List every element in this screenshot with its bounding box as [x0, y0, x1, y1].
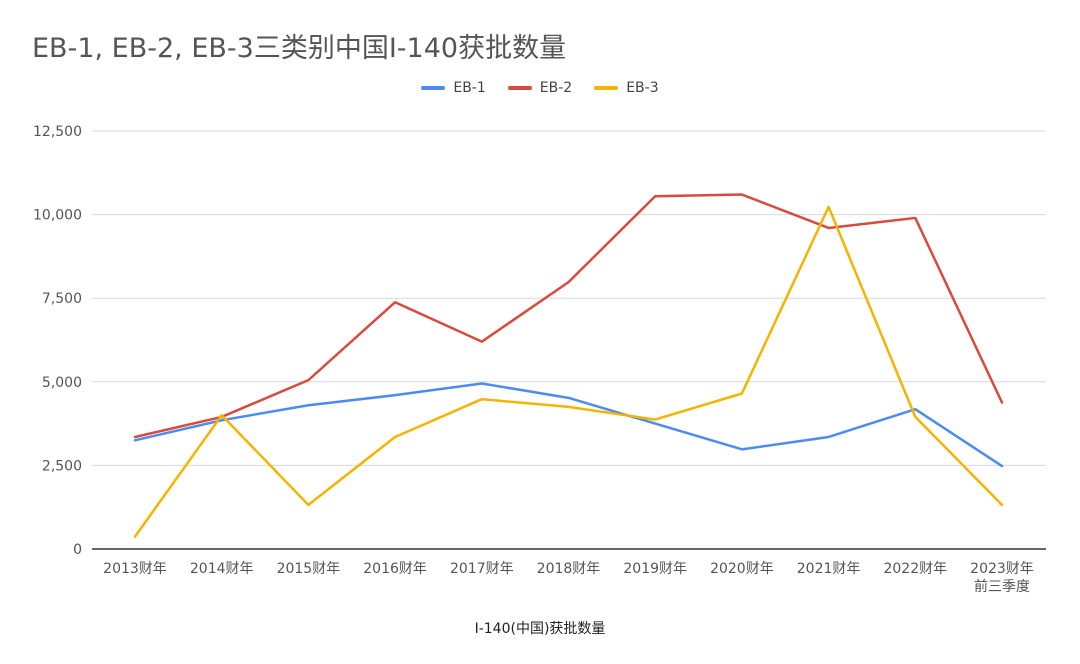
series-line-eb-3 [133, 205, 1004, 538]
series-line-eb-1 [133, 382, 1004, 468]
y-tick-label-2: 5,000 [42, 375, 82, 391]
y-tick-label-5: 12,500 [33, 124, 82, 140]
x-tick-label-6: 2019财年 [623, 561, 687, 577]
legend-item-eb2[interactable]: EB-2 [507, 80, 573, 96]
x-tick-label-5: 2018财年 [537, 561, 601, 577]
x-tick-label-1: 2014财年 [190, 561, 254, 577]
x-tick-label-3: 2016财年 [363, 561, 427, 577]
x-tick-label-2: 2015财年 [277, 561, 341, 577]
legend-label-eb2: EB-2 [539, 80, 573, 96]
y-tick-label-4: 10,000 [33, 208, 82, 224]
legend-label-eb1: EB-1 [453, 80, 486, 96]
y-tick-label-3: 7,500 [42, 291, 82, 307]
x-tick-label-4: 2017财年 [450, 561, 514, 577]
chart-title: EB-1, EB-2, EB-3三类别中国I-140获批数量 [32, 33, 567, 64]
legend-label-eb3: EB-3 [626, 80, 659, 96]
x-tick-label-8: 2021财年 [797, 561, 861, 577]
y-tick-label-0: 0 [73, 542, 82, 558]
series-line-eb-2 [133, 193, 1004, 439]
x-tick-label-7: 2020财年 [710, 561, 774, 577]
legend-swatch-eb1 [421, 86, 446, 90]
legend-swatch-eb3 [594, 86, 619, 90]
y-tick-label-1: 2,500 [42, 458, 82, 474]
legend: EB-1 EB-2 EB-3 [0, 80, 1080, 96]
legend-item-eb3[interactable]: EB-3 [594, 80, 659, 96]
x-tick-label-10: 2023财年前三季度 [970, 561, 1034, 595]
x-tick-label-9: 2022财年 [883, 561, 947, 577]
legend-swatch-eb2 [507, 86, 532, 90]
legend-item-eb1[interactable]: EB-1 [421, 80, 486, 96]
x-tick-label-0: 2013财年 [103, 561, 167, 577]
x-axis-title: I-140(中国)获批数量 [474, 621, 606, 637]
